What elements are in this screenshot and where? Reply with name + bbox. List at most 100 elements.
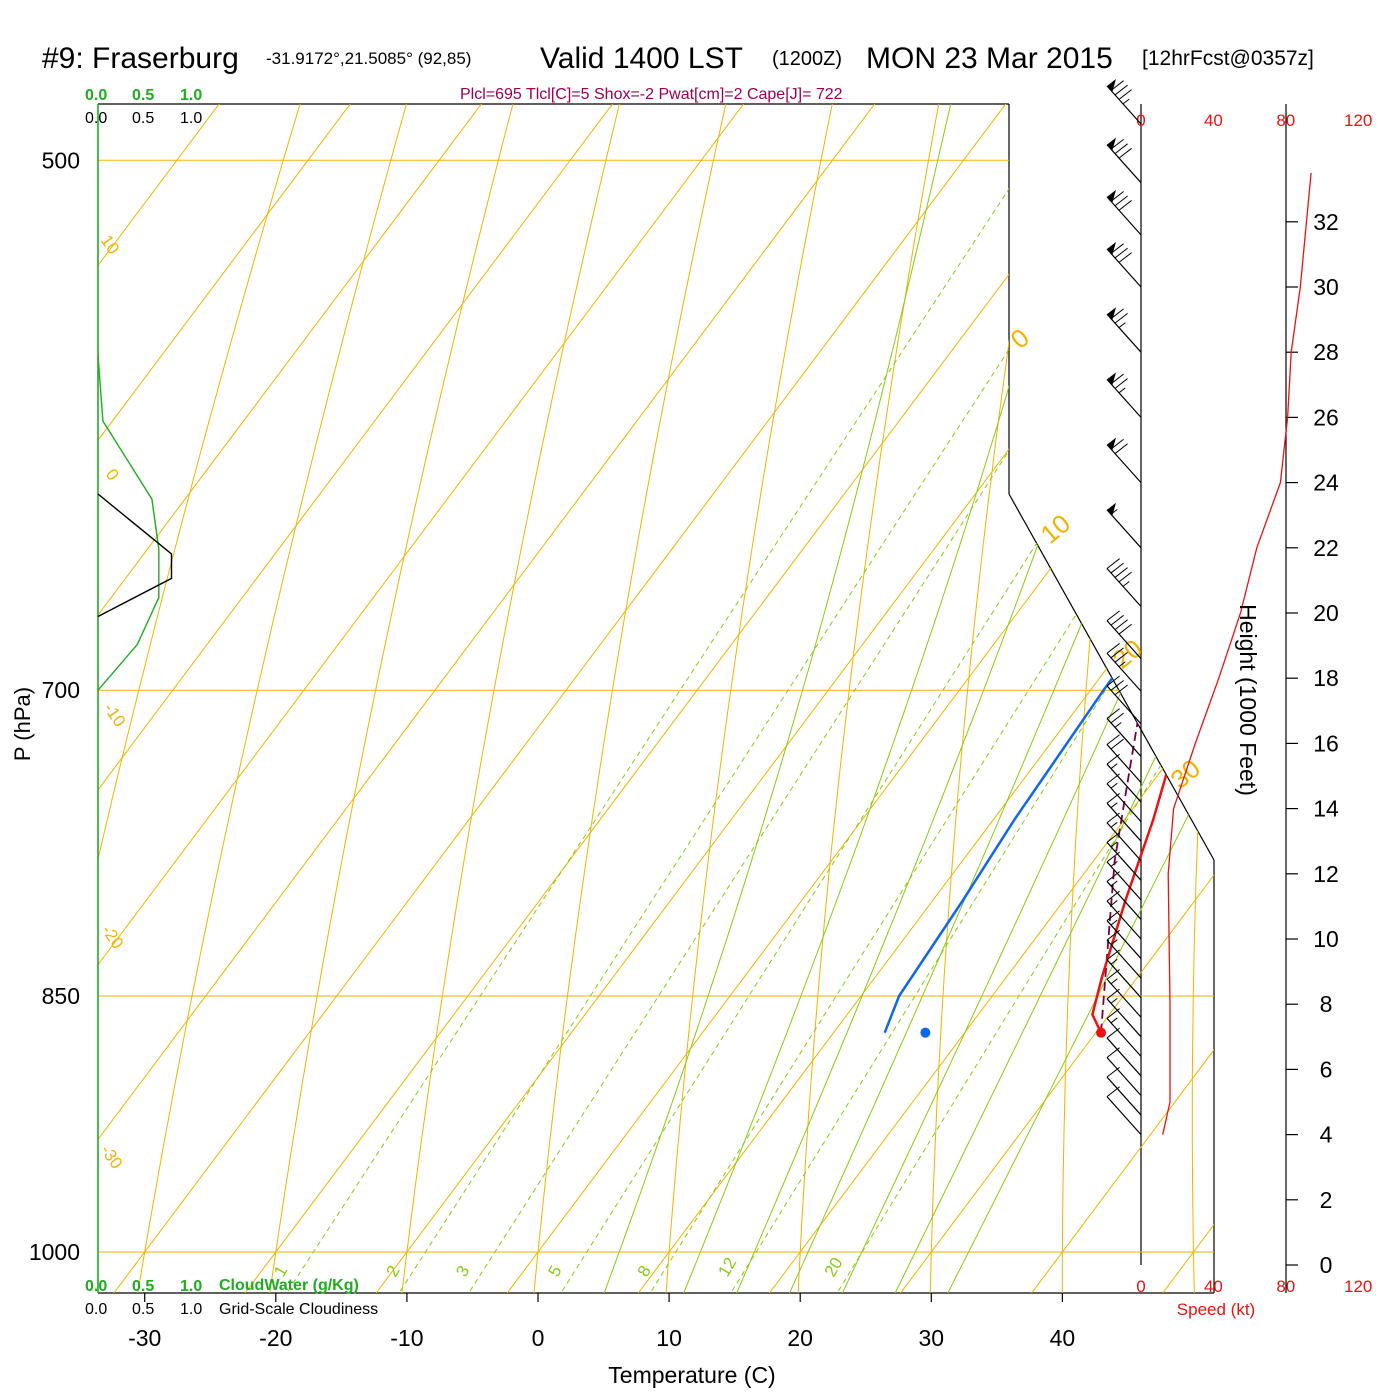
- height-tick-label: 18: [1313, 665, 1339, 691]
- wind-barb-full: [1110, 738, 1124, 750]
- wind-barb-half: [1110, 919, 1118, 926]
- mixing-ratio-line: [272, 104, 1214, 1293]
- wind-barb-staff: [1106, 685, 1142, 725]
- cloudiness-bottom-tick: 0.5: [132, 1301, 154, 1318]
- wind-barb-staff: [1106, 1017, 1142, 1057]
- cloudwater-top-ticks: 0.0 0.5 1.0: [85, 87, 202, 104]
- cloudwater-top-tick: 1.0: [180, 87, 202, 104]
- wind-barb: [1106, 1027, 1142, 1077]
- wind-barb-staff: [1106, 802, 1142, 842]
- isotherm-line: [98, 104, 777, 1293]
- wind-barb: [1106, 969, 1142, 1018]
- dry-adiabat-label: 0: [102, 465, 123, 484]
- wind-barb-full: [1114, 619, 1128, 630]
- wind-barb-full: [1106, 643, 1120, 654]
- isotherm-line: [244, 104, 1171, 1293]
- dry-adiabat-label: -10: [100, 699, 130, 730]
- wind-barb: [1106, 708, 1142, 757]
- dry-adiabat-line: [796, 104, 1200, 1293]
- cloudwater-bottom-tick: 1.0: [180, 1278, 202, 1295]
- wind-barb-full: [1118, 571, 1132, 583]
- x-axis-title: Temperature (C): [608, 1362, 775, 1388]
- dry-adiabat-line: [98, 104, 677, 1293]
- wind-barb-full: [1114, 378, 1128, 389]
- dry-adiabat-line: [929, 104, 1214, 1293]
- surface-temperature-marker: [1096, 1027, 1107, 1038]
- dry-adiabat-line: [133, 104, 764, 1293]
- cloudwater-label: CloudWater (g/Kg): [219, 1277, 359, 1294]
- wind-barb: [1106, 1066, 1142, 1116]
- wind-barb-full: [1110, 243, 1124, 254]
- speed-tick-label-bottom: 120: [1344, 1277, 1372, 1296]
- zulu-time: (1200Z): [772, 48, 842, 70]
- temperature-tick-label: 10: [656, 1325, 682, 1351]
- pressure-tick-label: 500: [42, 147, 80, 173]
- wind-barb-half: [1110, 802, 1118, 809]
- height-tick-label: 16: [1313, 730, 1339, 756]
- wind-barb-full: [1114, 651, 1128, 663]
- valid-time: Valid 1400 LST: [540, 42, 743, 75]
- wind-barb: [1106, 793, 1142, 842]
- height-tick-label: 14: [1313, 796, 1339, 822]
- wind-barb-half: [1110, 861, 1118, 867]
- pressure-tick-label: 700: [42, 677, 80, 703]
- wind-barb-pennant: [1107, 137, 1116, 151]
- mixing-ratio-line: [717, 104, 1214, 1293]
- wind-barb-full: [1106, 610, 1120, 622]
- wind-barb-staff: [1106, 378, 1142, 418]
- wind-barb-half: [1118, 322, 1126, 329]
- wind-barb-staff: [1106, 939, 1142, 979]
- dry-adiabat-line: [398, 104, 938, 1293]
- wind-speed-profile-line: [1162, 172, 1312, 1135]
- pressure-tick-label: 850: [42, 983, 80, 1009]
- speed-tick-label-bottom: 0: [1136, 1277, 1145, 1296]
- wind-barb: [1106, 372, 1142, 418]
- cloudiness-bottom-tick: 1.0: [180, 1301, 202, 1318]
- wind-barb-full: [1110, 647, 1124, 659]
- wind-barb-half: [1110, 997, 1118, 1004]
- height-tick-label: 24: [1313, 470, 1339, 496]
- wind-barb-staff: [1106, 568, 1142, 607]
- wind-barb-staff: [1106, 861, 1142, 901]
- isotherm-line: [637, 104, 1214, 1293]
- mixing-ratio-line: [547, 104, 1214, 1293]
- mixing-ratio-line: [636, 104, 1214, 1293]
- temperature-tick-label: 40: [1050, 1325, 1076, 1351]
- wind-barb: [1106, 1008, 1142, 1057]
- isotherm-line: [113, 104, 1040, 1293]
- speed-tick-label-top: 80: [1276, 111, 1295, 130]
- thermo-grid: [98, 104, 1214, 1293]
- wind-barb: [1106, 753, 1142, 803]
- surface-dewpoint-marker: [920, 1027, 931, 1038]
- dry-adiabat-line: [266, 104, 851, 1293]
- isotherm-line: [769, 104, 1214, 1293]
- wind-barb-pennant: [1107, 372, 1116, 386]
- wind-barb-full: [1114, 567, 1128, 578]
- wind-barb-half: [1110, 900, 1118, 906]
- wind-barb-full: [1106, 734, 1120, 745]
- temperature-tick-label: -10: [390, 1325, 423, 1351]
- wind-barb-full: [1110, 191, 1124, 202]
- mixing-ratio-label: 8: [634, 1262, 655, 1280]
- moist-adiabat-line: [674, 104, 1214, 1293]
- wind-barb-staff: [1106, 196, 1142, 236]
- speed-tick-label-top: 40: [1204, 111, 1223, 130]
- wind-barb-staff: [1106, 822, 1142, 862]
- moist-adiabat-line: [936, 104, 1214, 1293]
- wind-barb-half: [1122, 581, 1130, 587]
- isotherm-line: [98, 104, 646, 1293]
- mixing-ratio-label: 5: [544, 1262, 565, 1280]
- wind-barb: [1106, 307, 1142, 353]
- temperature-tick-label: -30: [128, 1325, 161, 1351]
- wind-barb-full: [1114, 84, 1128, 96]
- wind-barb-full: [1106, 675, 1120, 687]
- wind-barb-staff: [1106, 744, 1142, 783]
- dry-adiabat-label: -20: [98, 921, 128, 952]
- mixing-ratio-label: 2: [383, 1262, 404, 1280]
- wind-barb: [1106, 79, 1142, 125]
- wind-barb-half: [1114, 722, 1122, 728]
- wind-barb-staff: [1106, 998, 1142, 1038]
- wind-barb-staff: [1106, 1037, 1142, 1077]
